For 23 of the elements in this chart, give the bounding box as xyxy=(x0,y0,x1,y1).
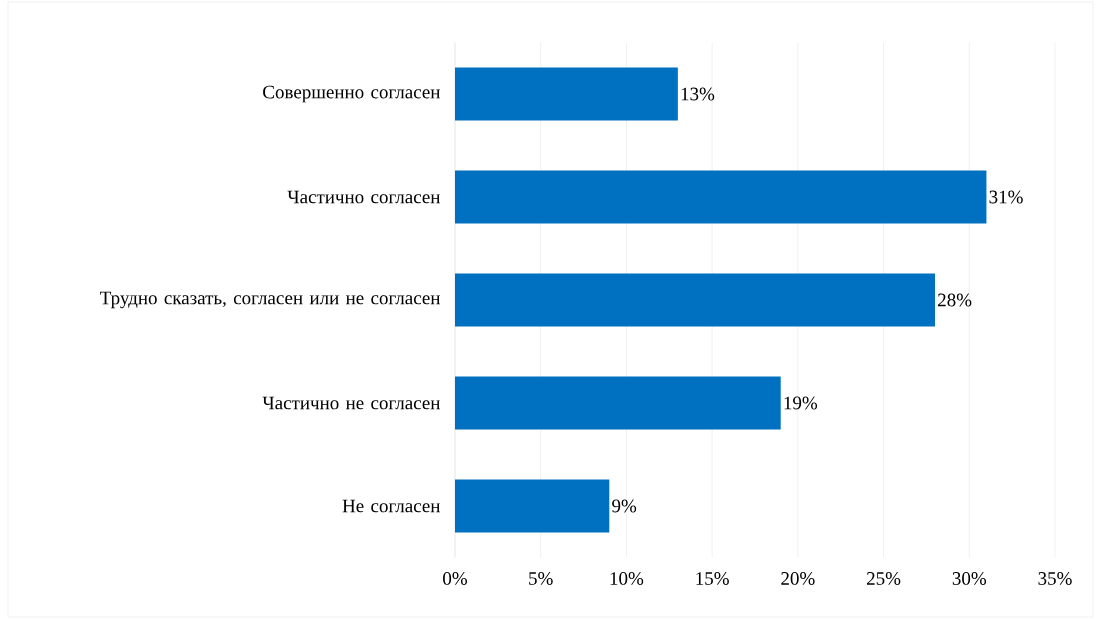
data-label: 13% xyxy=(681,87,715,101)
data-label: 19% xyxy=(784,396,818,410)
y-tick-label: Не согласен xyxy=(342,499,441,513)
x-tick-label: 25% xyxy=(866,572,901,585)
bar xyxy=(455,376,781,430)
x-tick-label: 0% xyxy=(443,572,467,585)
x-tick-label: 30% xyxy=(952,572,987,585)
bar xyxy=(455,479,610,533)
x-tick-label: 5% xyxy=(529,572,553,585)
data-label: 28% xyxy=(938,293,972,307)
x-tick-label: 15% xyxy=(696,572,729,585)
y-tick-label: Частично не согласен xyxy=(262,396,441,410)
data-label: 31% xyxy=(989,190,1023,204)
y-tick-label: Совершенно согласен xyxy=(263,85,441,103)
bar xyxy=(455,170,987,224)
y-tick-label: Частично согласен xyxy=(287,190,441,204)
x-tick-label: 10% xyxy=(610,572,644,585)
data-label: 9% xyxy=(612,499,637,513)
bar xyxy=(455,67,678,121)
x-tick-label: 35% xyxy=(1038,572,1072,585)
bar xyxy=(455,273,935,327)
x-tick-label: 20% xyxy=(781,572,815,585)
y-tick-label: Трудно сказать, согласен или не согласен xyxy=(100,291,441,309)
